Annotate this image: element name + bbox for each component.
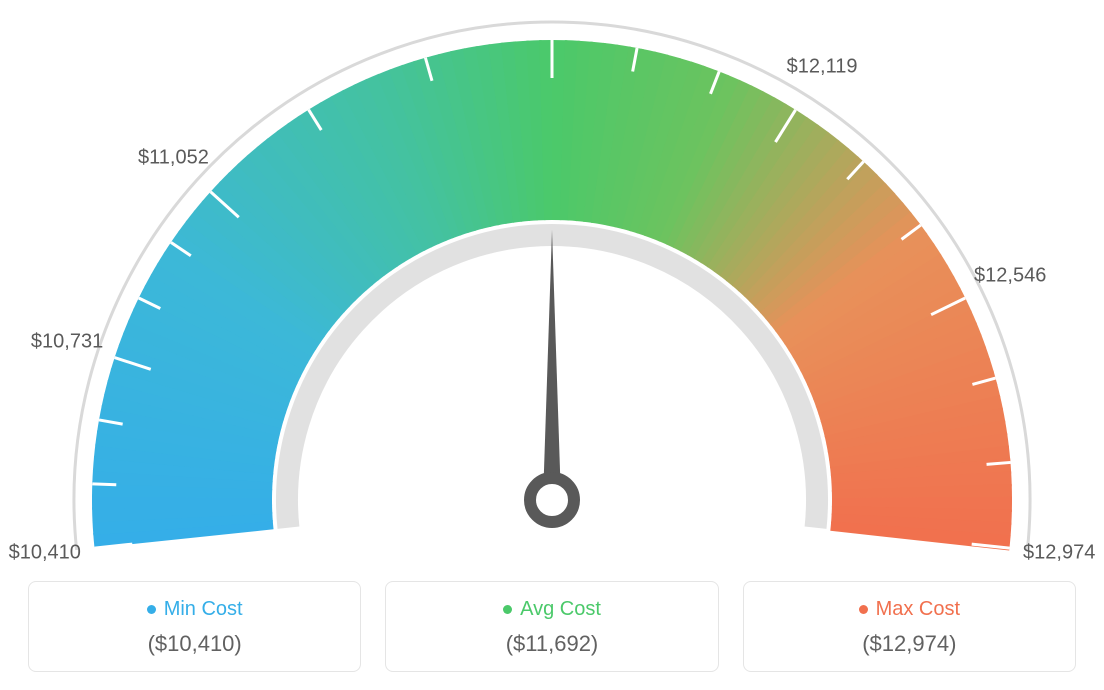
tick-label: $12,546 <box>974 265 1046 288</box>
tick-minor <box>92 484 116 485</box>
tick-label: $10,410 <box>9 542 81 565</box>
tick-label: $11,052 <box>138 147 209 170</box>
gauge-area: $10,410$10,731$11,052$11,692$12,119$12,5… <box>0 0 1104 560</box>
legend-title-max: Max Cost <box>859 598 960 621</box>
cost-gauge-widget: $10,410 $10,731 $11,052 $11,692 $12,119 $12,5… <box>0 0 1104 690</box>
tick-label: $11,692 <box>517 0 588 2</box>
tick-label: $12,974 <box>1023 542 1095 565</box>
legend-card-avg: Avg Cost ($11,692) <box>385 581 718 672</box>
tick-minor <box>987 462 1011 464</box>
legend-value-min: ($10,410) <box>39 631 350 657</box>
gauge-svg <box>0 0 1104 560</box>
legend-title-avg: Avg Cost <box>503 598 601 621</box>
legend-value-avg: ($11,692) <box>396 631 707 657</box>
legend-card-max: Max Cost ($12,974) <box>743 581 1076 672</box>
legend-title-min: Min Cost <box>147 598 243 621</box>
legend-value-max: ($12,974) <box>754 631 1065 657</box>
legend-row: Min Cost ($10,410) Avg Cost ($11,692) Ma… <box>0 581 1104 672</box>
gauge-needle <box>543 230 561 500</box>
legend-card-min: Min Cost ($10,410) <box>28 581 361 672</box>
tick-label: $10,731 <box>31 331 103 354</box>
gauge-hub <box>530 478 574 522</box>
tick-label: $12,119 <box>787 56 858 79</box>
